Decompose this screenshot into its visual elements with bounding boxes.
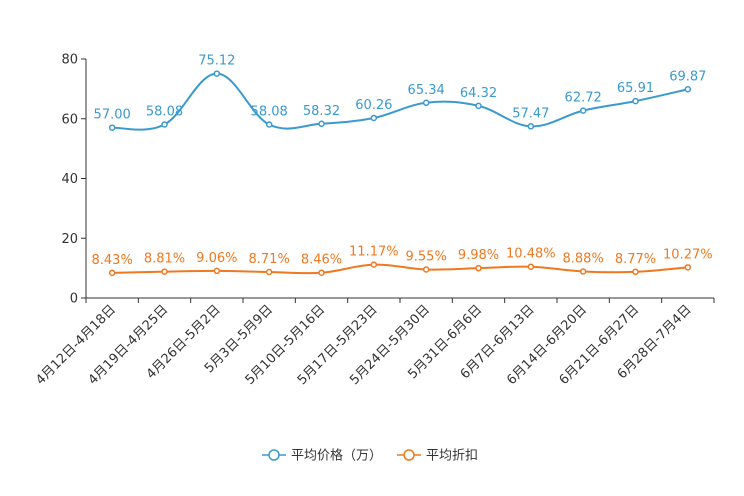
data-label: 57.47 <box>512 106 549 121</box>
data-label: 8.77% <box>615 252 656 267</box>
data-label: 62.72 <box>565 91 602 106</box>
legend-label: 平均价格（万） <box>291 448 382 464</box>
data-point <box>161 268 168 275</box>
data-point <box>632 268 639 276</box>
legend-item-2: 平均折扣 <box>397 449 478 464</box>
data-label: 10.27% <box>663 247 713 262</box>
legend-marker <box>403 449 415 461</box>
data-label: 9.06% <box>196 251 237 266</box>
legend-label: 平均折扣 <box>426 449 478 464</box>
data-point <box>527 263 535 270</box>
data-label: 58.08 <box>251 104 288 119</box>
data-point <box>422 266 430 273</box>
data-label: 8.43% <box>92 253 133 268</box>
data-label: 9.98% <box>458 248 499 263</box>
y-tick-label: 40 <box>61 172 78 187</box>
data-label: 9.55% <box>406 249 447 264</box>
data-point <box>475 264 482 272</box>
data-point <box>370 114 378 122</box>
data-label: 65.34 <box>408 83 445 98</box>
data-label: 65.91 <box>617 81 654 96</box>
data-label: 11.17% <box>349 245 399 260</box>
data-label: 58.32 <box>303 104 340 119</box>
data-point <box>684 86 692 93</box>
data-label: 58.08 <box>146 104 183 119</box>
data-point <box>318 269 325 276</box>
data-label: 75.12 <box>198 54 235 69</box>
data-point <box>265 268 273 276</box>
data-point <box>422 99 430 107</box>
data-point <box>527 123 535 130</box>
data-label: 8.81% <box>144 252 185 267</box>
data-point <box>265 121 273 128</box>
data-point <box>108 124 116 131</box>
data-point <box>213 70 221 77</box>
data-label: 8.71% <box>249 252 290 267</box>
data-point <box>370 261 378 268</box>
legend-item-1: 平均价格（万） <box>262 448 382 464</box>
data-point <box>579 107 587 114</box>
series-line <box>112 263 688 275</box>
y-tick-label: 80 <box>61 53 78 68</box>
data-point <box>475 102 482 110</box>
data-point <box>579 268 587 275</box>
series-2: 8.43% 8.81% 9.06% 8.71% 8.46% 11.17% 9.55% 9.98… <box>92 245 713 277</box>
data-label: 8.46% <box>301 253 342 268</box>
data-point <box>684 264 692 271</box>
data-point <box>632 97 639 105</box>
data-point <box>161 121 168 128</box>
legend: 平均价格（万） 平均折扣 <box>262 448 478 464</box>
y-tick-label: 0 <box>70 292 78 307</box>
data-label: 60.26 <box>355 98 392 113</box>
data-point <box>108 269 116 277</box>
y-tick-label: 60 <box>61 112 78 127</box>
series-layer: 57.00 58.08 75.12 58.08 58.32 60.26 65.34 64.32… <box>92 54 713 277</box>
y-tick-label: 20 <box>61 232 78 247</box>
data-label: 10.48% <box>506 247 556 262</box>
data-point <box>213 267 221 275</box>
series-1: 57.00 58.08 75.12 58.08 58.32 60.26 65.34 64.32… <box>94 54 706 131</box>
data-label: 57.00 <box>94 108 131 123</box>
legend-marker <box>268 449 280 461</box>
data-label: 8.88% <box>563 251 604 266</box>
data-label: 69.87 <box>669 69 706 84</box>
data-point <box>318 120 325 128</box>
data-label: 64.32 <box>460 86 497 101</box>
